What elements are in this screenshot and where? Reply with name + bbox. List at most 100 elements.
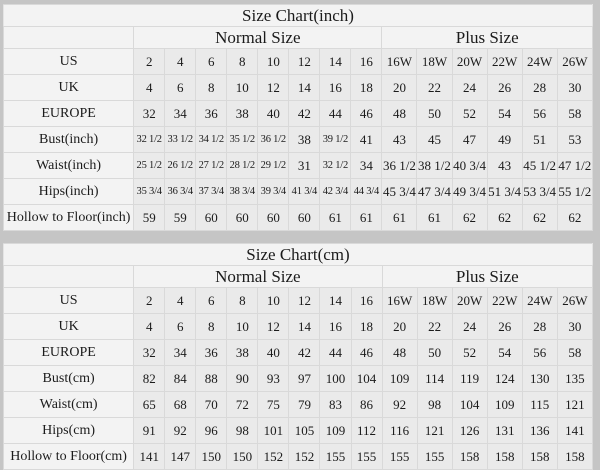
size-value-cell: 10 — [226, 74, 259, 101]
size-value-cell: 62 — [451, 204, 488, 231]
size-value-cell: 54 — [486, 339, 523, 366]
size-value-cell: 101 — [257, 417, 290, 444]
size-value-cell: 8 — [226, 48, 259, 75]
size-value-cell: 158 — [556, 443, 594, 470]
size-value-cell: 10 — [226, 313, 259, 340]
row-label: Hollow to Floor(cm) — [2, 443, 135, 470]
size-value-cell: 58 — [556, 339, 594, 366]
size-value-cell: 18 — [350, 313, 383, 340]
size-value-cell: 105 — [288, 417, 321, 444]
size-value-cell: 14 — [288, 313, 321, 340]
size-value-cell: 96 — [195, 417, 228, 444]
size-value-cell: 98 — [416, 391, 453, 418]
size-value-cell: 72 — [226, 391, 259, 418]
size-value-cell: 24W — [521, 287, 558, 314]
size-chart-inch-table: Size Chart(inch) Normal Size Plus Size US 2 4… — [2, 4, 594, 231]
size-value-cell: 61 — [319, 204, 352, 231]
size-value-cell: 6 — [195, 48, 228, 75]
size-value-cell: 2 — [133, 48, 166, 75]
size-value-cell: 70 — [195, 391, 228, 418]
size-value-cell: 36 — [195, 339, 228, 366]
size-value-cell: 18W — [416, 48, 453, 75]
size-value-cell: 45 — [416, 126, 453, 153]
size-value-cell: 35 1/2 — [226, 126, 259, 153]
table-row: US 2 4 6 8 10 12 14 16 16W 18W 20W 22W 24W 26W — [2, 287, 594, 314]
size-value-cell: 32 1/2 — [319, 152, 352, 179]
row-label: EUROPE — [2, 100, 135, 127]
size-value-cell: 152 — [288, 443, 321, 470]
size-value-cell: 4 — [164, 48, 197, 75]
size-value-cell: 26W — [556, 287, 594, 314]
size-value-cell: 97 — [288, 365, 321, 392]
size-value-cell: 90 — [226, 365, 259, 392]
size-value-cell: 62 — [486, 204, 523, 231]
size-value-cell: 37 3/4 — [195, 178, 228, 205]
size-value-cell: 155 — [381, 443, 418, 470]
size-value-cell: 49 3/4 — [451, 178, 488, 205]
size-value-cell: 53 3/4 — [521, 178, 558, 205]
size-value-cell: 22 — [416, 74, 453, 101]
size-value-cell: 38 3/4 — [226, 178, 259, 205]
size-value-cell: 33 1/2 — [164, 126, 197, 153]
size-value-cell: 25 1/2 — [133, 152, 166, 179]
size-value-cell: 44 — [319, 339, 352, 366]
size-value-cell: 30 — [556, 74, 594, 101]
size-value-cell: 24 — [451, 313, 488, 340]
table-row: Hips(inch) 35 3/4 36 3/4 37 3/4 38 3/4 39 3/4… — [2, 178, 594, 205]
size-value-cell: 30 — [556, 313, 594, 340]
size-value-cell: 40 — [257, 100, 290, 127]
size-value-cell: 51 — [521, 126, 558, 153]
size-value-cell: 121 — [556, 391, 594, 418]
size-value-cell: 42 3/4 — [319, 178, 352, 205]
size-value-cell: 34 — [164, 100, 197, 127]
size-value-cell: 109 — [486, 391, 523, 418]
size-value-cell: 44 — [319, 100, 352, 127]
size-value-cell: 135 — [556, 365, 594, 392]
size-value-cell: 47 3/4 — [416, 178, 453, 205]
size-value-cell: 36 1/2 — [257, 126, 290, 153]
size-value-cell: 6 — [164, 313, 197, 340]
size-value-cell: 104 — [350, 365, 383, 392]
size-value-cell: 52 — [451, 100, 488, 127]
size-value-cell: 131 — [486, 417, 523, 444]
size-value-cell: 20W — [451, 287, 488, 314]
size-value-cell: 36 1/2 — [381, 152, 418, 179]
size-value-cell: 45 3/4 — [381, 178, 418, 205]
size-value-cell: 46 — [350, 339, 383, 366]
table-row: EUROPE 32 34 36 38 40 42 44 46 48 50 52 54 56 58 — [2, 100, 594, 127]
size-value-cell: 61 — [350, 204, 383, 231]
row-label: UK — [2, 313, 135, 340]
size-value-cell: 8 — [195, 74, 228, 101]
size-value-cell: 32 1/2 — [133, 126, 166, 153]
group-header-normal-size: Normal Size — [133, 265, 383, 288]
size-value-cell: 79 — [288, 391, 321, 418]
size-value-cell: 109 — [381, 365, 418, 392]
row-label: Hollow to Floor(inch) — [2, 204, 135, 231]
group-header-plus-size: Plus Size — [381, 265, 594, 288]
size-value-cell: 32 — [133, 100, 166, 127]
group-header-normal-size: Normal Size — [133, 26, 383, 49]
size-value-cell: 12 — [288, 287, 321, 314]
size-value-cell: 24 — [451, 74, 488, 101]
size-value-cell: 16 — [319, 313, 352, 340]
size-value-cell: 12 — [257, 313, 290, 340]
size-value-cell: 26 — [486, 313, 523, 340]
size-value-cell: 4 — [164, 287, 197, 314]
size-value-cell: 41 — [350, 126, 383, 153]
size-value-cell: 50 — [416, 100, 453, 127]
size-value-cell: 34 — [350, 152, 383, 179]
size-value-cell: 28 1/2 — [226, 152, 259, 179]
size-value-cell: 22 — [416, 313, 453, 340]
size-value-cell: 34 1/2 — [195, 126, 228, 153]
group-header-row: Normal Size Plus Size — [2, 26, 593, 49]
size-value-cell: 75 — [257, 391, 290, 418]
size-value-cell: 88 — [195, 365, 228, 392]
size-value-cell: 36 — [195, 100, 228, 127]
size-value-cell: 115 — [521, 391, 558, 418]
size-value-cell: 6 — [164, 74, 197, 101]
size-value-cell: 92 — [381, 391, 418, 418]
size-value-cell: 42 — [288, 339, 321, 366]
size-value-cell: 68 — [164, 391, 197, 418]
size-value-cell: 26 — [486, 74, 523, 101]
size-value-cell: 22W — [486, 48, 523, 75]
